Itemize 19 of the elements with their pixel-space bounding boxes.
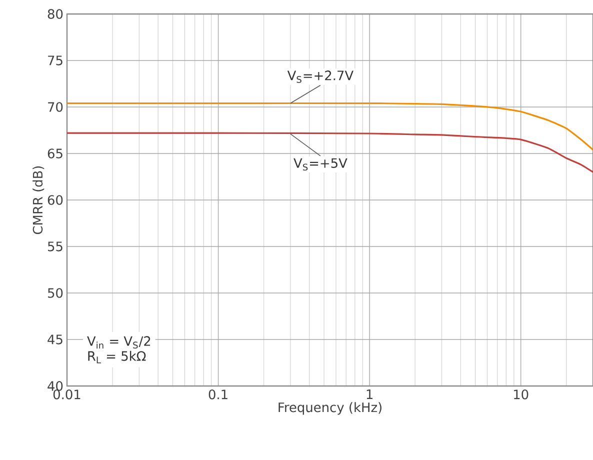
x-tick-label: 0.1: [208, 390, 228, 400]
x-tick-label: 1: [366, 390, 372, 399]
y-tick-label: 60: [48, 195, 63, 205]
y-tick-label: 75: [48, 56, 62, 66]
annotation: V$_{in}$ = V$_{S}$/2: [87, 336, 150, 349]
y-tick-label: 40: [48, 381, 63, 391]
y-tick-label: 45: [48, 334, 62, 344]
annotation: R$_{L}$ = 5kΩ: [88, 350, 146, 364]
annotation: V$_{S}$=+5V: [294, 158, 348, 171]
y-tick-label: 65: [48, 148, 62, 158]
y-tick-label: 55: [48, 242, 62, 252]
y-tick-label: 80: [48, 9, 63, 19]
x-axis-title: Frequency (kHz): [278, 402, 382, 415]
annotation: V$_{S}$=+2.7V: [287, 70, 354, 83]
x-tick-label: 10: [514, 390, 528, 400]
y-tick-label: 50: [48, 288, 63, 298]
x-tick-label: 0.01: [53, 390, 80, 400]
y-tick-label: 70: [48, 102, 63, 112]
y-axis-title: CMRR (dB): [32, 166, 44, 234]
